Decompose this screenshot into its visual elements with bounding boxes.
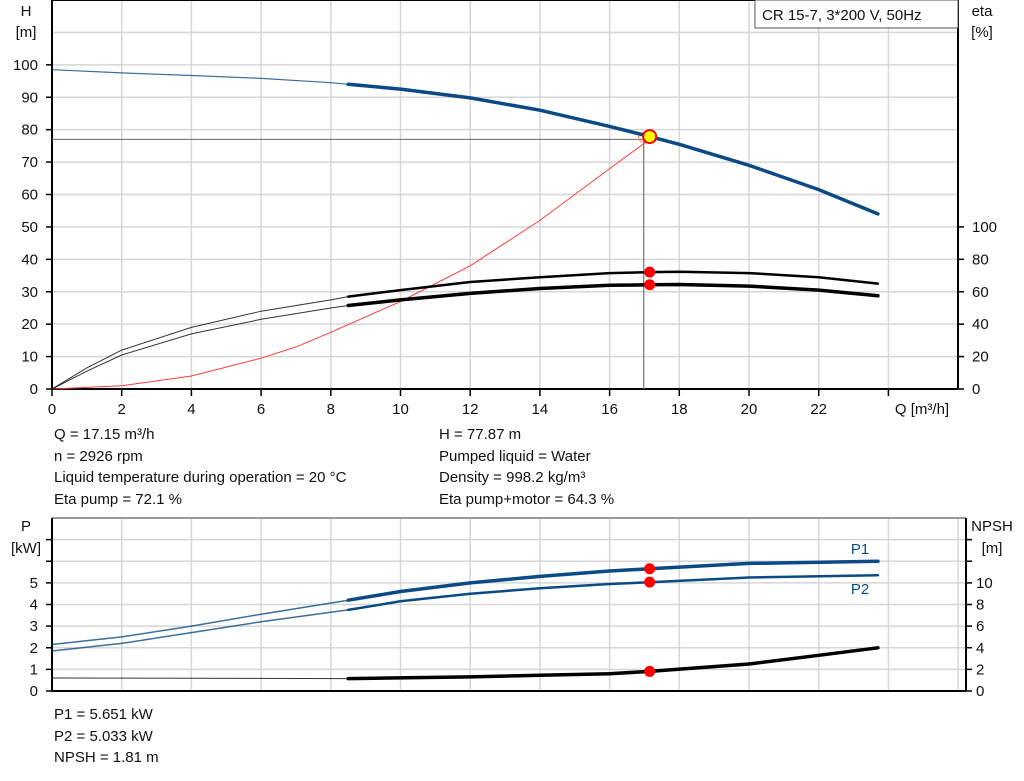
info-liquid: Pumped liquid = Water — [439, 447, 591, 465]
y-tick-label-left: 20 — [21, 316, 38, 333]
p1-point — [644, 563, 656, 575]
y-tick-label-left: 70 — [21, 154, 38, 171]
y-tick-label-right: 40 — [972, 316, 989, 333]
y-tick-label-left: 0 — [30, 683, 38, 700]
info-npsh: NPSH = 1.81 m — [54, 749, 159, 766]
eta-pump-curve — [346, 270, 880, 298]
y-tick-label-left: 1 — [30, 661, 38, 678]
y-tick-label-right: 0 — [976, 683, 984, 700]
system-curve — [51, 138, 650, 390]
y-tick-label-left: 80 — [21, 122, 38, 139]
x-tick-label: 16 — [601, 401, 618, 418]
y-tick-label-right: 8 — [976, 597, 984, 614]
y-axis-unit-right: [%] — [971, 24, 993, 41]
info-bottom: P1 = 5.651 kW P2 = 5.033 kW NPSH = 1.81 … — [54, 704, 159, 769]
info-p2: P2 = 5.033 kW — [54, 727, 153, 745]
eta-pump-motor-point — [644, 279, 656, 291]
info-speed: n = 2926 rpm — [54, 447, 143, 465]
info-head: H = 77.87 m — [439, 426, 522, 443]
p1-curve — [346, 559, 880, 602]
y-tick-label-left: 2 — [30, 640, 38, 657]
p2-label: P2 — [851, 581, 869, 598]
y-tick-label-left: 10 — [21, 349, 38, 366]
y-axis-label-left: P — [21, 518, 31, 535]
y-tick-label-right: 10 — [976, 575, 993, 592]
p2-curve — [346, 574, 880, 612]
y-tick-label-left: 0 — [30, 381, 38, 398]
y-tick-label-right: 0 — [972, 381, 980, 398]
info-density: Density = 998.2 kg/m³ — [439, 469, 586, 486]
p1-label: P1 — [851, 541, 869, 558]
y-tick-label-left: 3 — [30, 618, 38, 635]
y-axis-label-left: H — [21, 3, 32, 20]
npsh-curve-thin — [51, 677, 349, 680]
eta-pump-motor-curve — [346, 282, 880, 308]
info-flow: Q = 17.15 m³/h — [54, 426, 155, 443]
y-tick-label-left: 90 — [21, 89, 38, 106]
p2-curve-thin — [51, 609, 349, 652]
eta-pump-point — [644, 266, 656, 278]
y-axis-label-right: NPSH — [971, 518, 1013, 535]
x-tick-label: 14 — [532, 401, 549, 418]
duty-point — [642, 129, 658, 145]
y-tick-label-left: 60 — [21, 187, 38, 204]
p1-curve-thin — [51, 599, 349, 646]
y-tick-label-left: 5 — [30, 575, 38, 592]
x-axis-label: Q [m³/h] — [895, 401, 949, 418]
y-axis-unit-left: [m] — [16, 24, 37, 41]
x-tick-label: 10 — [392, 401, 409, 418]
x-tick-label: 12 — [462, 401, 479, 418]
x-tick-label: 22 — [810, 401, 827, 418]
y-tick-label-left: 4 — [30, 597, 38, 614]
y-tick-label-left: 100 — [13, 57, 38, 74]
info-eta-pump-motor: Eta pump+motor = 64.3 % — [439, 490, 615, 508]
npsh-curve — [346, 646, 880, 681]
chart-title: CR 15-7, 3*200 V, 50Hz — [762, 7, 922, 24]
info-eta-pump: Eta pump = 72.1 % — [54, 490, 182, 508]
x-tick-label: 8 — [327, 401, 335, 418]
y-tick-label-right: 20 — [972, 349, 989, 366]
info-temperature: Liquid temperature during operation = 20… — [54, 469, 347, 486]
y-tick-label-left: 50 — [21, 219, 38, 236]
x-tick-label: 20 — [741, 401, 758, 418]
info-p1: P1 = 5.651 kW — [54, 706, 153, 723]
y-tick-label-right: 60 — [972, 284, 989, 301]
x-tick-label: 6 — [257, 401, 265, 418]
npsh-point — [644, 665, 656, 677]
y-tick-label-left: 40 — [21, 251, 38, 268]
y-axis-label-right: eta — [972, 3, 994, 20]
y-axis-unit-left: [kW] — [11, 540, 41, 557]
y-tick-label-right: 80 — [972, 251, 989, 268]
y-tick-label-right: 2 — [976, 661, 984, 678]
head-curve-thin — [51, 69, 349, 85]
y-tick-label-right: 6 — [976, 618, 984, 635]
x-tick-label: 2 — [118, 401, 126, 418]
head-curve — [346, 82, 880, 216]
y-tick-label-right: 4 — [976, 640, 984, 657]
eta-pump-curve-thin — [51, 296, 349, 390]
x-tick-label: 18 — [671, 401, 688, 418]
y-tick-label-left: 30 — [21, 284, 38, 301]
y-axis-unit-right: [m] — [982, 540, 1003, 557]
y-tick-label-right: 100 — [972, 219, 997, 236]
x-tick-label: 4 — [187, 401, 195, 418]
x-tick-label: 0 — [48, 401, 56, 418]
info-top-right: H = 77.87 m Pumped liquid = Water Densit… — [439, 424, 614, 510]
title-box — [754, 0, 959, 29]
eta-pump-motor-curve-thin — [51, 305, 349, 390]
p2-point — [644, 576, 656, 588]
info-top-left: Q = 17.15 m³/h n = 2926 rpm Liquid tempe… — [54, 424, 346, 510]
